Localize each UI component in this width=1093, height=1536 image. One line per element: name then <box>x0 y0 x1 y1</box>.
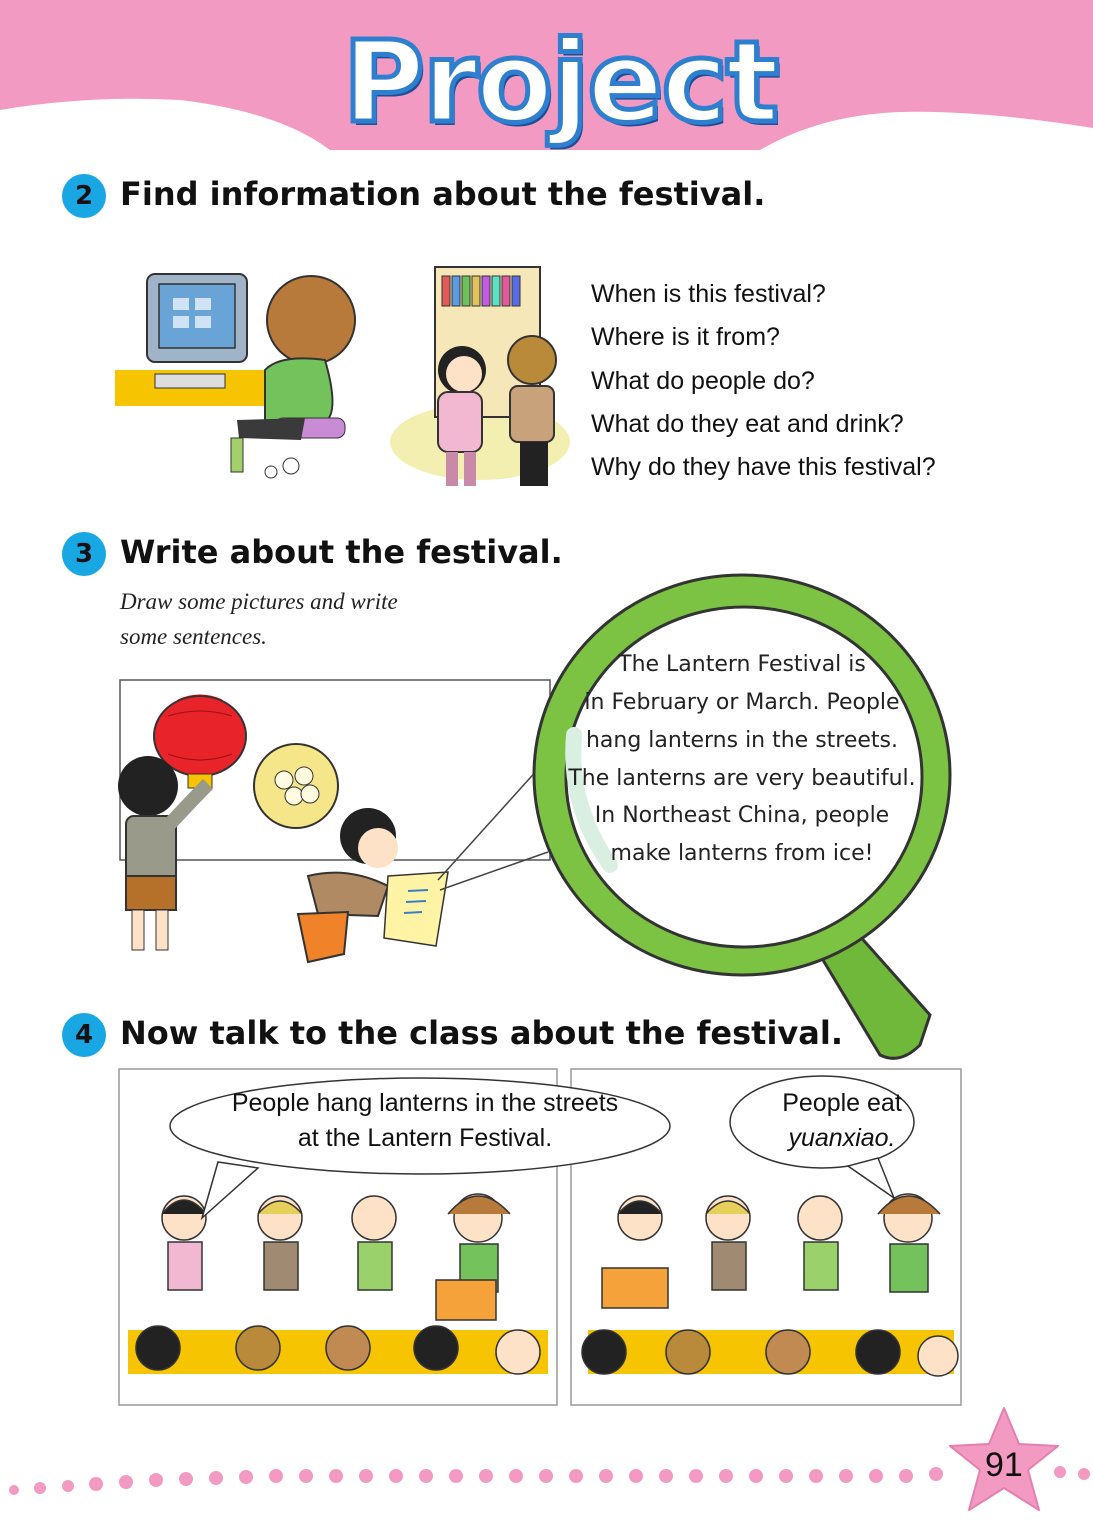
page-number: 91 <box>985 1446 1023 1484</box>
question-item: When is this festival? <box>591 280 826 308</box>
page-number-star-icon <box>949 1407 1059 1511</box>
drawing-scene-illustration <box>118 679 551 964</box>
question-item: Where is it from? <box>591 323 780 351</box>
speech-bubble-right-line1: People eat <box>782 1089 902 1117</box>
page-title: Project <box>340 16 782 151</box>
header-banner <box>0 0 1093 150</box>
magnifier-text-line: in February or March. People <box>584 690 900 715</box>
question-item: Why do they have this festival? <box>591 453 936 481</box>
girl-at-computer-illustration <box>115 273 356 479</box>
speech-bubble-left-line1: People hang lanterns in the streets <box>231 1089 619 1117</box>
magnifier-text-line: make lanterns from ice! <box>610 841 874 866</box>
section-heading-4: Now talk to the class about the festival… <box>120 1014 843 1052</box>
magnifier-text-line: In Northeast China, people <box>594 803 890 828</box>
question-item: What do people do? <box>591 367 815 395</box>
speech-bubble-left-line2: at the Lantern Festival. <box>297 1124 553 1152</box>
classroom-panels-illustration <box>118 1068 962 1406</box>
pink-dot-border <box>9 1466 1090 1495</box>
library-kids-illustration <box>390 266 570 486</box>
magnifying-glass-icon <box>532 573 952 1060</box>
section-instruction-line2: some sentences. <box>120 624 267 649</box>
section-number-2: 2 <box>62 174 106 218</box>
section-number-3: 3 <box>62 532 106 576</box>
magnifier-text-line: The Lantern Festival is <box>618 652 866 677</box>
section-number-4: 4 <box>62 1013 106 1057</box>
question-item: What do they eat and drink? <box>591 410 904 438</box>
magnifier-text-line: hang lanterns in the streets. <box>585 728 899 753</box>
speech-bubble-right-line2: yuanxiao. <box>788 1124 896 1152</box>
section-heading-2: Find information about the festival. <box>120 175 766 213</box>
magnifier-text-line: The lanterns are very beautiful. <box>568 766 916 791</box>
section-heading-3: Write about the festival. <box>120 533 563 571</box>
section-instruction-line1: Draw some pictures and write <box>120 589 398 614</box>
